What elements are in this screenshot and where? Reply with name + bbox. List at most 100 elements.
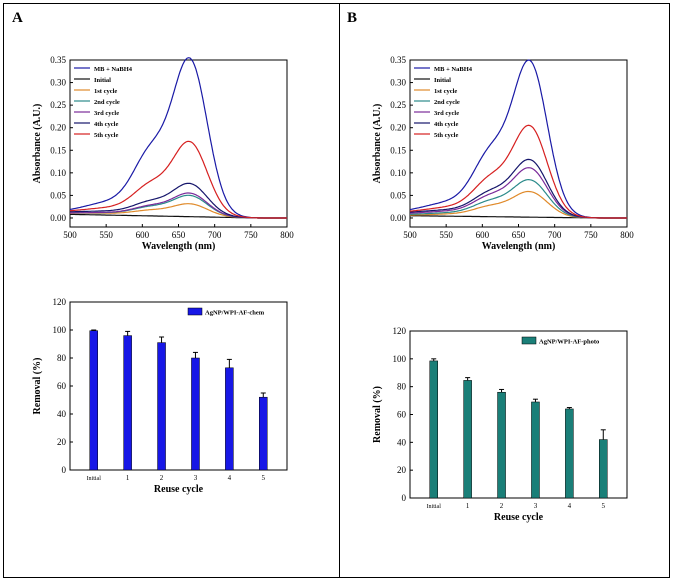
- chart-0-legend-label-2: 1st cycle: [94, 88, 117, 95]
- chart-1-ytick-label: 0.10: [390, 168, 406, 178]
- chart-1-series-line-4: [410, 167, 627, 219]
- chart-3-bar-3: [531, 401, 540, 499]
- chart-2-category-label-5: 5: [262, 474, 266, 482]
- chart-0-ytick-label: 0.00: [50, 213, 66, 223]
- chart-0-legend-label-4: 3rd cycle: [94, 110, 119, 117]
- chart-2-category-label-4: 4: [228, 474, 232, 482]
- chart-0-xtick-label: 700: [208, 230, 222, 240]
- chart-0-ytick-label: 0.15: [50, 145, 66, 155]
- chart-1-series-line-5: [410, 158, 627, 219]
- chart-1-legend-label-6: 5th cycle: [434, 132, 458, 139]
- chart-2-bar-2: [157, 342, 166, 471]
- chart-1-xtick-label: 750: [584, 230, 598, 240]
- chart-3-ytick-label: 60: [397, 410, 407, 420]
- chart-2-category-label-2: 2: [160, 474, 164, 482]
- chart-1-xtick-label: 600: [476, 230, 490, 240]
- chart-0-xtick-label: 650: [172, 230, 186, 240]
- chart-0-ytick-label: 0.30: [50, 78, 66, 88]
- chart-1-xtick-label: 650: [512, 230, 526, 240]
- chart-2-ytick-label: 60: [57, 381, 67, 391]
- chart-2-ytick-label: 120: [53, 297, 67, 307]
- chart-1-xtick-label: 800: [620, 230, 634, 240]
- chart-0-xtick-label: 500: [63, 230, 77, 240]
- chart-3-category-label-3: 3: [534, 502, 538, 510]
- chart-0-ytick-label: 0.20: [50, 123, 66, 133]
- chart-3-bar-1: [463, 380, 472, 499]
- chart-0-xtick-label: 550: [99, 230, 113, 240]
- chart-3-ytick-label: 40: [397, 437, 407, 447]
- chart-0-xlabel: Wavelength (nm): [142, 241, 216, 252]
- chart-3-legend-swatch: [521, 336, 537, 345]
- panel-label-a: A: [12, 10, 23, 26]
- chart-0-ytick-label: 0.10: [50, 168, 66, 178]
- chart-2-ytick-label: 40: [57, 409, 67, 419]
- chart-3-ytick-label: 120: [393, 326, 407, 336]
- chart-1-legend-label-5: 4th cycle: [434, 121, 458, 128]
- chart-2-ytick-label: 100: [53, 325, 67, 335]
- panel-label-b: B: [347, 10, 358, 26]
- chart-1-legend-label-0: MB + NaBH4: [434, 66, 473, 73]
- chart-2-category-label-0: Initial: [87, 476, 102, 482]
- chart-2-bar-5: [259, 396, 268, 471]
- chart-1-series-line-6: [409, 124, 627, 219]
- chart-1-ytick-label: 0.00: [390, 213, 406, 223]
- chart-3-ytick-label: 0: [402, 493, 407, 503]
- chart-1-ytick-label: 0.20: [390, 123, 406, 133]
- chart-2-bar-3: [191, 357, 200, 471]
- chart-3-bar-4: [565, 408, 574, 499]
- chart-2-bar-0: [89, 330, 98, 471]
- chart-2-bar-1: [123, 335, 132, 471]
- chart-2-xlabel: Reuse cycle: [154, 484, 204, 495]
- chart-0-legend-label-1: Initial: [94, 77, 111, 84]
- chart-2-legend-label: AgNP/WPI-AF-chem: [205, 310, 265, 317]
- chart-2-category-label-1: 1: [126, 474, 130, 482]
- chart-3-bar-5: [599, 439, 608, 499]
- chart-2-bar-4: [225, 367, 234, 471]
- chart-3-bar-2: [497, 391, 506, 499]
- chart-1-legend-label-3: 2nd cycle: [434, 99, 460, 106]
- chart-0-legend-label-6: 5th cycle: [94, 132, 118, 139]
- chart-1-xtick-label: 500: [403, 230, 417, 240]
- chart-3-plot-frame: [409, 330, 628, 499]
- chart-2-ylabel: Removal (%): [32, 358, 43, 415]
- panel-divider: [339, 3, 340, 578]
- chart-2-ytick-label: 0: [62, 465, 67, 475]
- chart-1-legend-label-1: Initial: [434, 77, 451, 84]
- chart-0-xtick-label: 800: [280, 230, 294, 240]
- chart-0-xtick-label: 750: [244, 230, 258, 240]
- chart-1-ytick-label: 0.25: [390, 100, 406, 110]
- chart-0-ylabel: Absorbance (A.U.): [32, 104, 43, 184]
- chart-3-category-label-5: 5: [602, 502, 606, 510]
- chart-2-plot-frame: [69, 301, 288, 471]
- chart-1-ytick-label: 0.35: [390, 55, 406, 65]
- chart-3-legend-label: AgNP/WPI-AF-photo: [539, 339, 599, 346]
- chart-1-xtick-label: 550: [439, 230, 453, 240]
- chart-1-series-line-3: [410, 178, 627, 219]
- figure-frame: [3, 3, 670, 578]
- chart-3-category-label-4: 4: [568, 502, 572, 510]
- chart-3-ytick-label: 100: [393, 354, 407, 364]
- chart-3-category-label-0: Initial: [427, 504, 442, 510]
- chart-1-xlabel: Wavelength (nm): [482, 241, 556, 252]
- chart-0-legend-label-0: MB + NaBH4: [94, 66, 133, 73]
- chart-3-category-label-2: 2: [500, 502, 504, 510]
- chart-0-series-line-6: [69, 140, 287, 219]
- chart-2-legend-swatch: [187, 307, 203, 316]
- chart-0-xtick-label: 600: [136, 230, 150, 240]
- chart-1-xtick-label: 700: [548, 230, 562, 240]
- chart-1-ytick-label: 0.05: [390, 190, 406, 200]
- chart-3-bar-0: [429, 360, 438, 499]
- chart-2-ytick-label: 80: [57, 353, 67, 363]
- chart-1-ytick-label: 0.30: [390, 78, 406, 88]
- chart-1-legend-label-4: 3rd cycle: [434, 110, 459, 117]
- chart-3-ytick-label: 80: [397, 382, 407, 392]
- chart-2-category-label-3: 3: [194, 474, 198, 482]
- chart-3-xlabel: Reuse cycle: [494, 512, 544, 523]
- chart-0-legend-label-5: 4th cycle: [94, 121, 118, 128]
- chart-0-ytick-label: 0.05: [50, 190, 66, 200]
- chart-0-legend-label-3: 2nd cycle: [94, 99, 120, 106]
- chart-3-ylabel: Removal (%): [372, 386, 383, 443]
- chart-1-series-line-2: [409, 190, 627, 219]
- chart-1-ylabel: Absorbance (A.U.): [372, 104, 383, 184]
